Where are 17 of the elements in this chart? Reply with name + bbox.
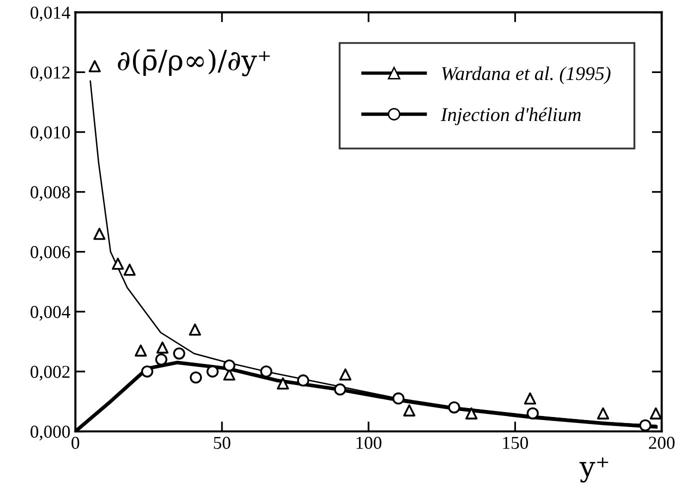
y-tick-label: 0,012	[30, 66, 70, 82]
x-axis-title: y⁺	[580, 458, 608, 483]
y-tick-label: 0,006	[30, 246, 70, 261]
y-axis-title: ∂(ρ̄/ρ∞)/∂y⁺	[118, 48, 270, 76]
y-tick-label: 0,014	[30, 6, 70, 22]
legend-label: Injection d'hélium	[440, 108, 581, 126]
y-tick-label: 0,000	[30, 426, 70, 440]
legend-label: Wardana et al. (1995)	[442, 66, 610, 84]
y-tick-label: 0,002	[30, 366, 70, 381]
x-tick-label: 100	[356, 436, 382, 449]
x-tick-label: 150	[503, 436, 528, 449]
x-tick-label: 50	[214, 436, 230, 449]
y-tick-label: 0,008	[30, 186, 70, 201]
x-tick-label: 0	[72, 436, 80, 449]
x-tick-label: 200	[648, 436, 675, 449]
y-tick-label: 0,010	[30, 126, 70, 142]
y-tick-label: 0,004	[30, 306, 70, 321]
